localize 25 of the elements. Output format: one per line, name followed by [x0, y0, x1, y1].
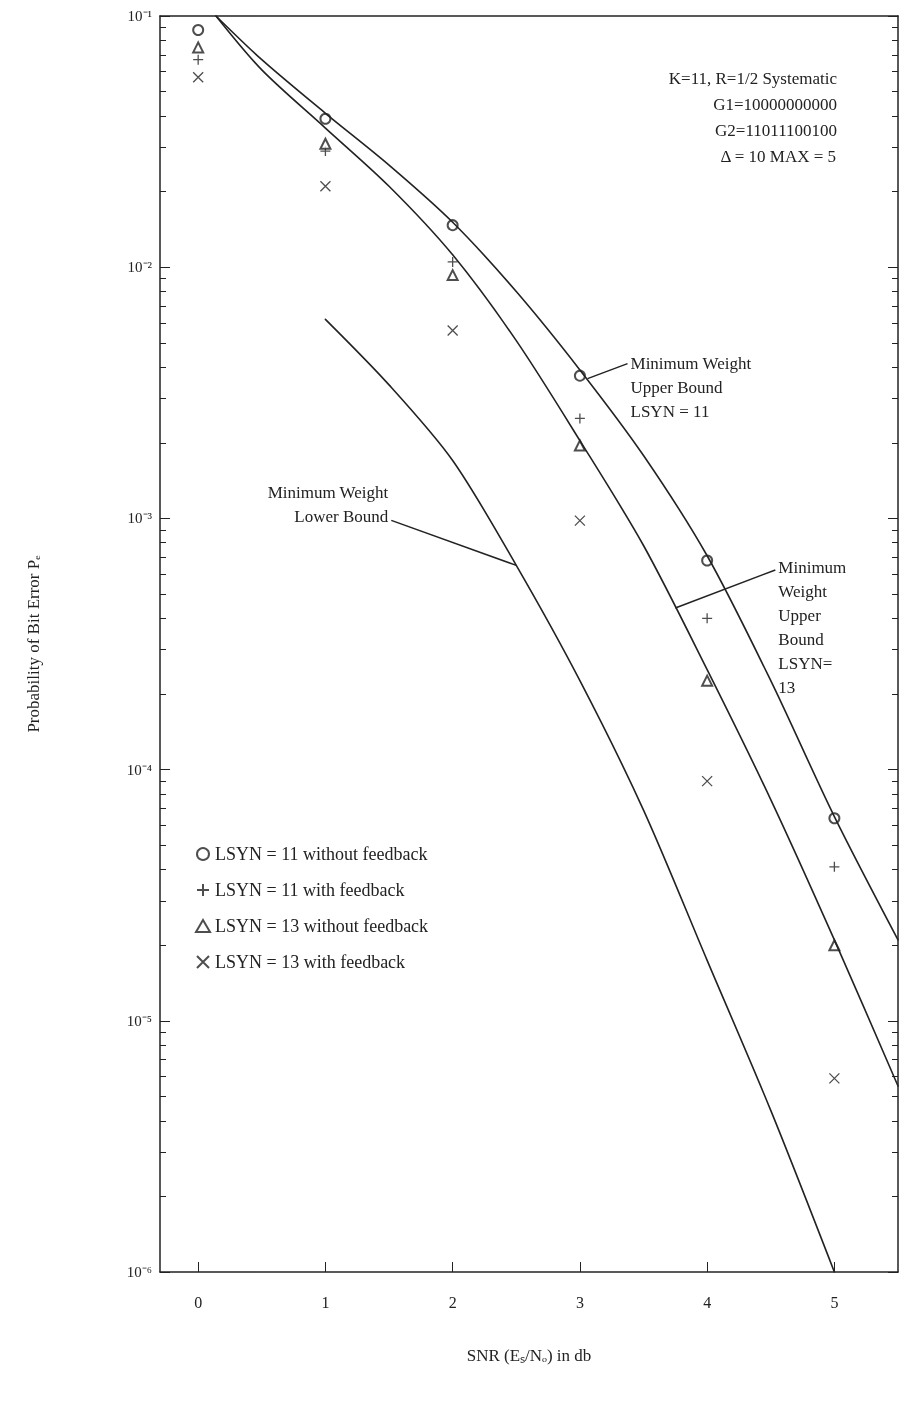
y-tick-label: 10⁻⁶: [126, 1264, 152, 1280]
x-tick-label: 3: [575, 1293, 584, 1311]
legend-label: LSYN = 13 with feedback: [215, 952, 406, 972]
annotation: K=11, R=1/2 Systematic: [668, 69, 838, 88]
legend-label: LSYN = 11 without feedback: [215, 844, 428, 864]
annotation: Δ = 10 MAX = 5: [720, 147, 837, 166]
y-tick-label: 10⁻³: [127, 510, 153, 527]
legend-label: LSYN = 13 without feedback: [215, 916, 429, 936]
annotation: G2=11011100100: [715, 121, 838, 140]
annotation: G1=10000000000: [713, 95, 838, 114]
annotation: Minimum Weight Upper Bound LSYN = 11: [630, 354, 752, 422]
y-tick-label: 10⁻⁴: [126, 761, 152, 778]
x-tick-label: 5: [830, 1293, 839, 1311]
y-tick-label: 10⁻¹: [127, 8, 152, 24]
x-tick-label: 2: [448, 1293, 457, 1311]
x-tick-label: 1: [321, 1293, 330, 1311]
annotation: Minimum Weight Upper Bound LSYN= 13: [778, 558, 847, 698]
x-tick-label: 4: [703, 1293, 712, 1311]
legend-label: LSYN = 11 with feedback: [215, 880, 405, 900]
y-tick-label: 10⁻²: [127, 259, 153, 276]
x-axis-title: SNR (Eₛ/Nₒ) in db: [466, 1346, 592, 1365]
annotation: Minimum Weight Lower Bound: [267, 482, 389, 526]
x-tick-label: 0: [194, 1293, 203, 1311]
y-tick-label: 10⁻⁵: [126, 1012, 152, 1029]
y-axis-title: Probability of Bit Error Pₑ: [24, 554, 43, 733]
